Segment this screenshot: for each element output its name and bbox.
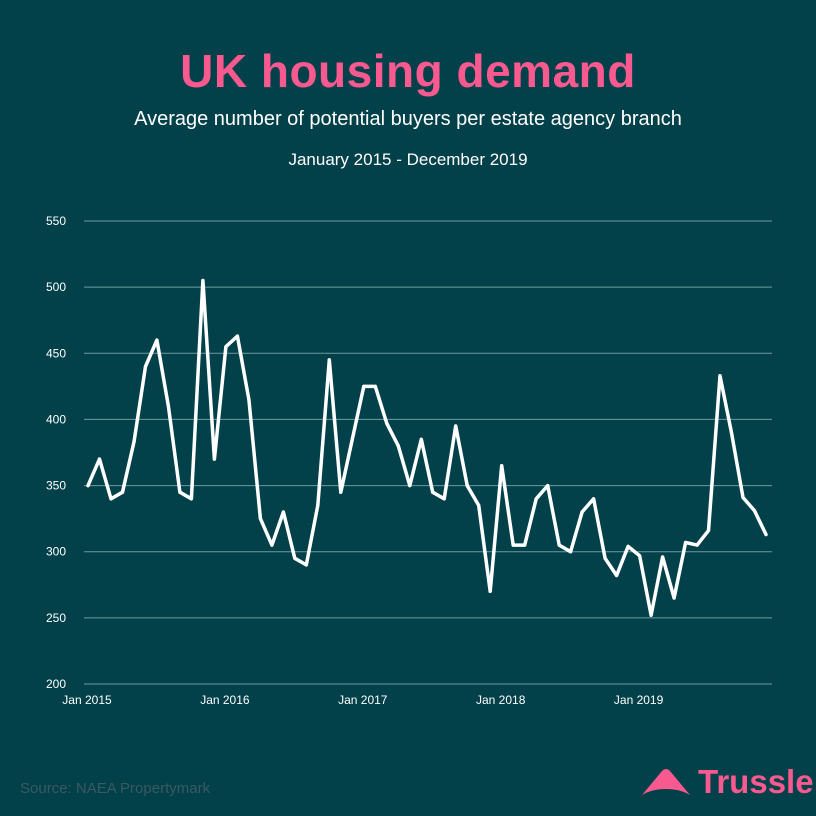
y-tick-label: 250 [46, 611, 66, 625]
data-point [511, 543, 515, 547]
data-point [304, 563, 308, 567]
data-point [557, 543, 561, 547]
data-point [155, 338, 159, 342]
data-point [649, 613, 653, 617]
data-point [684, 540, 688, 545]
data-point [201, 278, 205, 283]
y-tick-label: 450 [46, 346, 66, 360]
data-point [442, 497, 446, 501]
data-point [258, 517, 262, 521]
data-point [592, 497, 596, 501]
x-tick-label: Jan 2015 [62, 693, 112, 707]
data-point [546, 484, 550, 488]
data-point [695, 543, 699, 547]
data-point [362, 384, 366, 388]
y-tick-label: 400 [46, 412, 66, 426]
data-point [212, 457, 216, 461]
chart-title: UK housing demand [180, 45, 636, 97]
data-point [109, 497, 113, 501]
data-point [752, 509, 757, 513]
data-point [143, 364, 148, 369]
source-note: Source: NAEA Propertymark [20, 780, 211, 797]
data-point [454, 424, 458, 428]
data-point [385, 421, 389, 425]
data-point [316, 503, 320, 507]
data-point [270, 543, 274, 547]
data-point [661, 555, 665, 559]
data-point [729, 431, 734, 435]
y-tick-label: 350 [46, 479, 66, 493]
data-point [293, 556, 297, 560]
brand-logo: Trussle [640, 760, 814, 804]
data-point [224, 345, 228, 349]
data-point [132, 440, 136, 444]
data-point [120, 490, 125, 494]
data-point [431, 490, 435, 494]
x-tick-label: Jan 2016 [200, 693, 250, 707]
data-point [178, 490, 182, 494]
data-point [281, 510, 285, 514]
data-point [477, 503, 481, 507]
data-point [672, 596, 676, 600]
data-point [373, 384, 377, 388]
data-point [718, 374, 722, 378]
data-point [465, 484, 469, 488]
data-point [741, 495, 745, 500]
series-layer [86, 278, 768, 617]
data-point [500, 464, 504, 468]
data-point [86, 484, 90, 488]
data-point [603, 556, 607, 560]
data-point [626, 544, 630, 549]
data-point [247, 398, 251, 402]
x-tick-label: Jan 2018 [476, 693, 526, 707]
trussle-roof-icon [642, 769, 690, 795]
y-tick-label: 300 [46, 545, 66, 559]
data-point [569, 550, 573, 554]
data-point [327, 358, 331, 362]
series-line [86, 278, 768, 617]
data-point [350, 437, 354, 441]
data-point [706, 528, 711, 533]
data-point [235, 334, 239, 338]
data-point [534, 497, 538, 501]
data-point [764, 532, 768, 537]
data-point [166, 404, 170, 408]
gridlines [84, 220, 772, 685]
data-point [396, 444, 400, 448]
y-tick-label: 500 [46, 280, 66, 294]
brand-name: Trussle [698, 763, 814, 800]
data-point [189, 497, 193, 501]
date-range: January 2015 - December 2019 [288, 150, 528, 169]
data-point [580, 510, 584, 514]
data-point [488, 589, 492, 594]
data-point [408, 484, 412, 488]
x-tick-label: Jan 2019 [614, 693, 664, 707]
x-tick-label: Jan 2017 [338, 693, 388, 707]
y-tick-label: 550 [46, 214, 66, 228]
y-axis-ticks: 200 250 300 350 400 450 500 550 [46, 214, 66, 691]
x-axis-ticks: Jan 2015 Jan 2016 Jan 2017 Jan 2018 Jan 2019 [62, 693, 663, 707]
y-tick-label: 200 [46, 677, 66, 691]
data-point [638, 554, 642, 558]
data-point [97, 457, 102, 461]
data-point [419, 437, 423, 441]
data-point [615, 573, 619, 578]
data-point [523, 543, 527, 547]
chart-subtitle: Average number of potential buyers per e… [134, 108, 682, 130]
data-point [339, 490, 343, 494]
